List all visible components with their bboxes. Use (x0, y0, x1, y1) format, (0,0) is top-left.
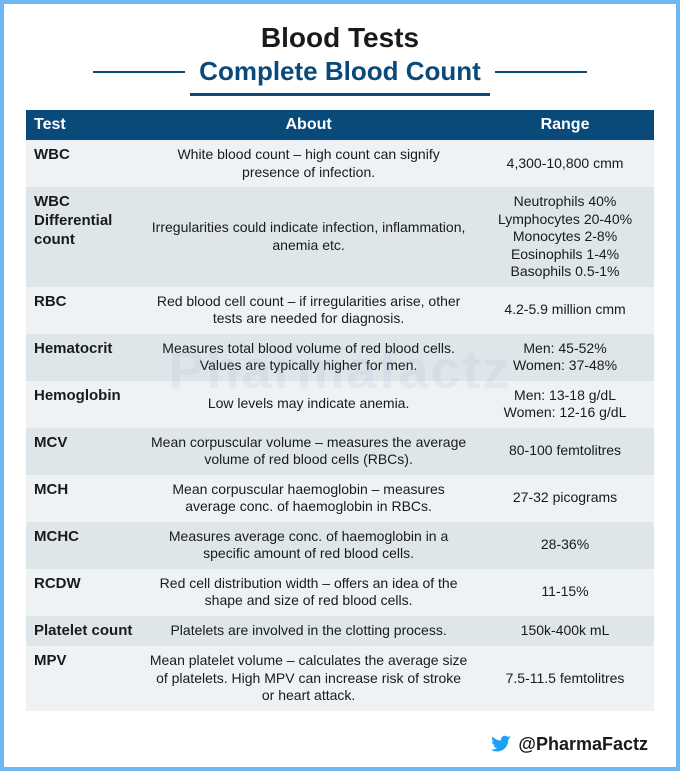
cell-test: Hemoglobin (26, 381, 141, 428)
cell-range: 28-36% (476, 522, 654, 569)
cell-test: RBC (26, 287, 141, 334)
table-row: MCHCMeasures average conc. of haemoglobi… (26, 522, 654, 569)
table-row: HematocritMeasures total blood volume of… (26, 334, 654, 381)
title-underline (190, 93, 490, 96)
cell-about: Mean platelet volume – calculates the av… (141, 646, 476, 711)
cell-about: Irregularities could indicate infection,… (141, 187, 476, 287)
title-rule-left (93, 71, 185, 73)
cell-about: Low levels may indicate anemia. (141, 381, 476, 428)
table-header-row: Test About Range (26, 110, 654, 140)
cell-test: Platelet count (26, 616, 141, 647)
cell-range: 7.5-11.5 femtolitres (476, 646, 654, 711)
cell-test: MCH (26, 475, 141, 522)
cell-test: MCV (26, 428, 141, 475)
cell-test: WBC (26, 140, 141, 187)
table-row: Platelet countPlatelets are involved in … (26, 616, 654, 647)
cell-range: 4,300-10,800 cmm (476, 140, 654, 187)
table-row: RCDWRed cell distribution width – offers… (26, 569, 654, 616)
cell-about: White blood count – high count can signi… (141, 140, 476, 187)
table-body: WBCWhite blood count – high count can si… (26, 140, 654, 711)
cell-test: MCHC (26, 522, 141, 569)
twitter-icon (490, 733, 512, 755)
cbc-table: Test About Range WBCWhite blood count – … (26, 110, 654, 711)
table-row: MCHMean corpuscular haemoglobin – measur… (26, 475, 654, 522)
cell-about: Platelets are involved in the clotting p… (141, 616, 476, 647)
title-line1: Blood Tests (26, 22, 654, 54)
cell-range: 80-100 femtolitres (476, 428, 654, 475)
table-row: MPVMean platelet volume – calculates the… (26, 646, 654, 711)
cell-test: MPV (26, 646, 141, 711)
table-row: WBCWhite blood count – high count can si… (26, 140, 654, 187)
cell-about: Red cell distribution width – offers an … (141, 569, 476, 616)
footer: @PharmaFactz (490, 733, 648, 755)
title-line2-wrap: Complete Blood Count (26, 56, 654, 87)
cell-range: 11-15% (476, 569, 654, 616)
table-row: HemoglobinLow levels may indicate anemia… (26, 381, 654, 428)
cell-test: RCDW (26, 569, 141, 616)
col-header-about: About (141, 110, 476, 140)
table-row: WBC Differential countIrregularities cou… (26, 187, 654, 287)
cell-test: WBC Differential count (26, 187, 141, 287)
table-row: MCVMean corpuscular volume – measures th… (26, 428, 654, 475)
cell-about: Measures total blood volume of red blood… (141, 334, 476, 381)
cell-range: Men: 45-52% Women: 37-48% (476, 334, 654, 381)
title-line2: Complete Blood Count (199, 56, 481, 87)
col-header-test: Test (26, 110, 141, 140)
cell-range: 150k-400k mL (476, 616, 654, 647)
cell-test: Hematocrit (26, 334, 141, 381)
col-header-range: Range (476, 110, 654, 140)
cell-range: Neutrophils 40% Lymphocytes 20-40% Monoc… (476, 187, 654, 287)
cell-about: Measures average conc. of haemoglobin in… (141, 522, 476, 569)
cell-range: 4.2-5.9 million cmm (476, 287, 654, 334)
title-rule-right (495, 71, 587, 73)
table-row: RBCRed blood cell count – if irregularit… (26, 287, 654, 334)
cell-about: Mean corpuscular volume – measures the a… (141, 428, 476, 475)
cell-about: Mean corpuscular haemoglobin – measures … (141, 475, 476, 522)
cell-range: 27-32 picograms (476, 475, 654, 522)
card: Pharmafactz Blood Tests Complete Blood C… (0, 0, 680, 771)
footer-handle: @PharmaFactz (518, 734, 648, 755)
cell-about: Red blood cell count – if irregularities… (141, 287, 476, 334)
cell-range: Men: 13-18 g/dL Women: 12-16 g/dL (476, 381, 654, 428)
